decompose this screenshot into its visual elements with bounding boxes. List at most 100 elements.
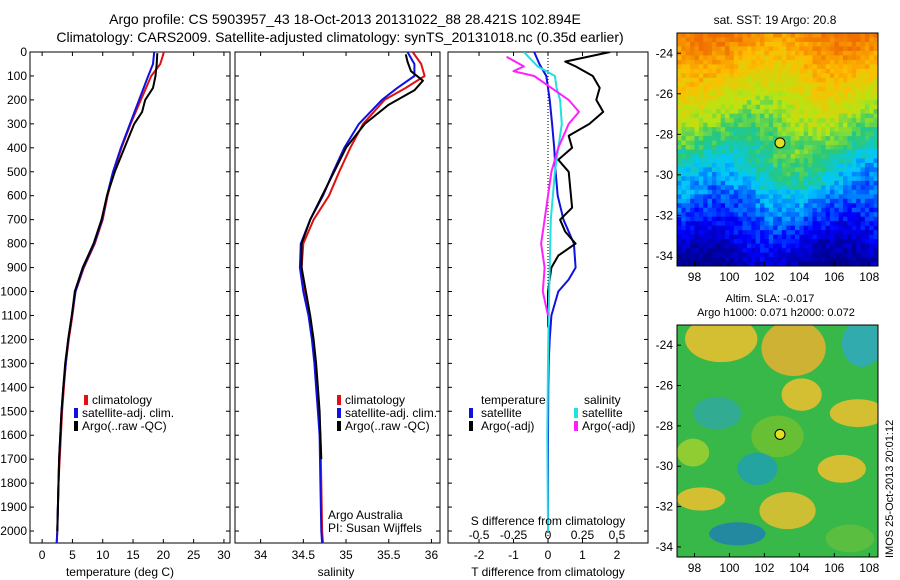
sst-cell <box>738 140 743 146</box>
sst-cell <box>786 261 792 266</box>
sst-cell <box>768 234 774 240</box>
sst-cell <box>725 234 730 240</box>
sst-cell <box>738 100 743 106</box>
sst-cell <box>860 68 866 74</box>
sst-cell <box>773 68 778 74</box>
sst-cell <box>773 113 778 119</box>
sst-cell <box>764 73 770 79</box>
sst-cell <box>685 162 691 168</box>
sst-cell <box>869 50 875 56</box>
sst-cell <box>698 252 704 258</box>
sst-cell <box>847 136 853 141</box>
sst-cell <box>707 171 713 177</box>
sst-cell <box>698 140 704 146</box>
sst-cell <box>864 113 870 119</box>
sst-cell <box>860 162 866 168</box>
sst-cell <box>816 122 822 128</box>
sst-cell <box>777 261 783 266</box>
temperature-plot-frame <box>29 51 231 544</box>
sst-cell <box>720 64 726 70</box>
sst-cell <box>768 59 774 65</box>
sst-cell <box>733 68 739 74</box>
sst-cell <box>703 41 708 47</box>
sst-cell <box>751 37 757 43</box>
sst-cell <box>847 252 853 258</box>
y-tick-label: 700 <box>7 213 27 227</box>
sst-cell <box>821 234 826 240</box>
sst-cell <box>803 122 809 128</box>
sst-cell <box>786 131 792 137</box>
sst-cell <box>864 127 870 132</box>
difference-xlabel: T difference from climatology <box>471 565 625 579</box>
sst-cell <box>838 203 844 209</box>
sst-cell <box>760 77 765 83</box>
sst-cell <box>790 82 796 88</box>
sst-cell <box>716 64 722 70</box>
sst-cell <box>864 225 870 231</box>
sst-cell <box>768 180 774 186</box>
sst-cell <box>755 127 761 132</box>
sst-cell <box>812 82 818 88</box>
sst-cell <box>812 95 818 101</box>
sst-cell <box>786 140 792 146</box>
sst-cell <box>860 95 866 101</box>
sst-cell <box>681 171 687 177</box>
sst-cell <box>777 118 783 124</box>
sst-cell <box>851 162 857 168</box>
sst-cell <box>777 86 783 92</box>
sst-cell <box>860 55 866 61</box>
sst-cell <box>755 64 761 70</box>
sst-cell <box>856 194 861 200</box>
sst-cell <box>768 140 774 146</box>
sst-cell <box>690 243 695 249</box>
sst-cell <box>764 77 770 83</box>
sst-cell <box>681 189 687 195</box>
sst-cell <box>847 207 853 213</box>
sst-cell <box>821 167 826 173</box>
sst-cell <box>677 158 682 164</box>
sst-cell <box>847 113 853 119</box>
sst-cell <box>720 50 726 56</box>
sst-cell <box>755 41 761 47</box>
sst-cell <box>873 41 878 47</box>
sst-cell <box>760 203 765 209</box>
sst-cell <box>746 149 752 155</box>
sst-cell <box>685 145 691 150</box>
sst-cell <box>703 37 708 43</box>
sst-cell <box>790 68 796 74</box>
sst-cell <box>799 248 805 253</box>
sst-cell <box>860 109 866 115</box>
sst-cell <box>725 239 730 244</box>
sst-cell <box>764 234 770 240</box>
sst-cell <box>781 100 787 106</box>
sst-cell <box>733 122 739 128</box>
sst-cell <box>720 180 726 186</box>
sst-cell <box>773 46 778 52</box>
sst-cell <box>821 149 826 155</box>
sst-cell <box>690 104 695 110</box>
sst-cell <box>821 37 826 43</box>
sst-cell <box>690 122 695 128</box>
sst-cell <box>834 64 840 70</box>
sst-cell <box>816 248 822 253</box>
sst-cell <box>760 95 765 101</box>
sst-cell <box>738 68 743 74</box>
sst-cell <box>781 239 787 244</box>
sst-cell <box>825 73 831 79</box>
sst-cell <box>843 95 848 101</box>
sst-cell <box>843 243 848 249</box>
sst-cell <box>825 46 831 52</box>
sst-cell <box>764 118 770 124</box>
sst-cell <box>751 73 757 79</box>
sst-cell <box>716 91 722 97</box>
sst-cell <box>847 167 853 173</box>
sst-cell <box>803 145 809 150</box>
sst-cell <box>755 180 761 186</box>
sst-cell <box>742 230 748 236</box>
sst-map-axes: 98 100 102 104 106 108-24-26-28-30-32-34 <box>656 46 880 284</box>
sst-cell <box>851 167 857 173</box>
sst-cell <box>825 194 831 200</box>
sst-cell <box>860 212 866 218</box>
sst-cell <box>729 37 735 43</box>
sst-cell <box>790 127 796 132</box>
